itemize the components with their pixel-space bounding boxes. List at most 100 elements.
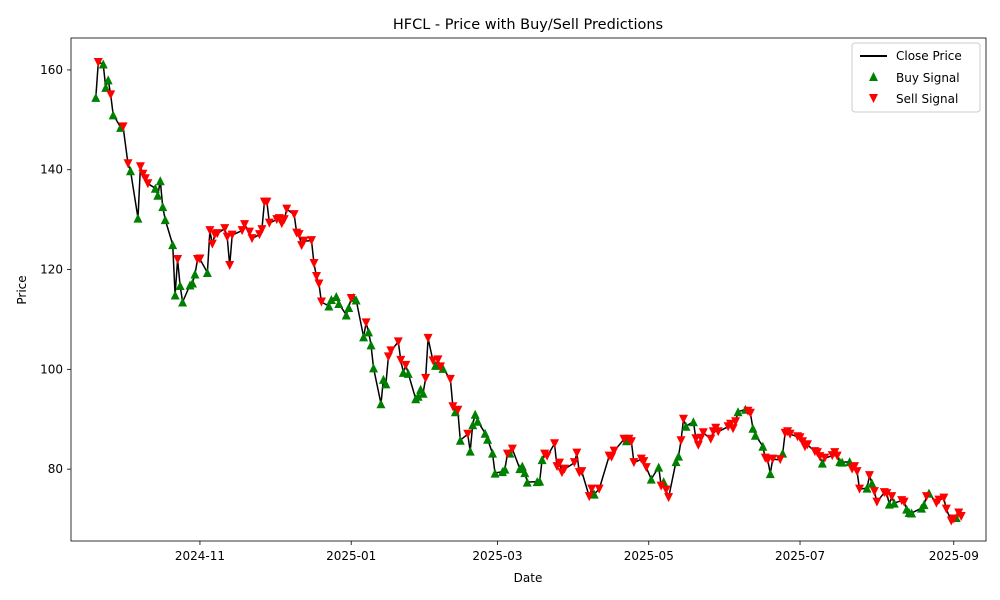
buy-signal-marker: [190, 269, 200, 279]
buy-signal-marker: [455, 435, 465, 445]
buy-signal-marker: [202, 268, 212, 278]
buy-signal-marker: [369, 363, 379, 373]
buy-signal-layer: [91, 59, 961, 523]
buy-signal-marker: [681, 421, 691, 431]
buy-signal-marker: [126, 166, 136, 176]
legend-label-buy-signal: Buy Signal: [896, 71, 960, 85]
buy-signal-marker: [376, 399, 386, 409]
y-axis: 80 100 120 140 160: [40, 63, 71, 476]
sell-signal-marker: [572, 448, 582, 458]
buy-signal-marker: [160, 215, 170, 225]
buy-signal-marker: [674, 451, 684, 461]
sell-signal-marker: [396, 355, 406, 365]
sell-signal-marker: [205, 226, 215, 236]
sell-signal-marker: [245, 227, 255, 237]
sell-signal-marker: [609, 446, 619, 456]
buy-signal-marker: [431, 360, 441, 370]
sell-signal-marker: [887, 492, 897, 502]
sell-signal-marker: [311, 272, 321, 282]
sell-signal-marker: [641, 463, 651, 473]
sell-signal-marker: [864, 471, 874, 481]
buy-signal-marker: [91, 92, 101, 102]
buy-signal-marker: [351, 295, 361, 305]
sell-signal-marker: [361, 318, 371, 328]
x-tick-label: 2025-01: [326, 549, 376, 563]
sell-signal-marker: [661, 485, 671, 495]
sell-signal-marker: [629, 458, 639, 468]
sell-signal-marker: [656, 481, 666, 491]
buy-signal-marker: [344, 302, 354, 312]
y-tick-label: 80: [48, 462, 63, 476]
buy-signal-marker: [188, 278, 198, 288]
sell-signal-marker: [956, 512, 966, 522]
sell-signal-marker: [559, 464, 569, 474]
sell-signal-marker: [921, 492, 931, 502]
buy-signal-marker: [671, 457, 681, 467]
buy-signal-marker: [490, 468, 500, 478]
sell-signal-marker: [222, 232, 232, 242]
sell-signal-marker: [713, 427, 723, 437]
sell-signal-marker: [264, 218, 274, 228]
buy-signal-marker: [150, 183, 160, 193]
sell-signal-marker: [463, 429, 473, 439]
sell-signal-marker: [135, 162, 145, 172]
buy-signal-marker: [535, 476, 545, 486]
sell-signal-marker: [852, 467, 862, 477]
sell-signal-marker: [316, 297, 326, 307]
buy-signal-marker: [334, 298, 344, 308]
buy-signal-marker: [381, 379, 391, 389]
buy-signal-marker: [366, 340, 376, 350]
sell-signal-marker: [639, 457, 649, 467]
legend-buy-marker: [869, 72, 878, 81]
sell-signal-marker: [307, 236, 317, 246]
sell-signal-marker: [678, 414, 688, 424]
sell-signal-marker: [869, 487, 879, 497]
legend: Close Price Buy Signal Sell Signal: [851, 42, 981, 113]
buy-signal-marker: [520, 468, 530, 478]
sell-signal-marker: [195, 254, 205, 264]
buy-signal-marker: [178, 297, 188, 307]
buy-signal-marker: [646, 474, 656, 484]
buy-signal-marker: [654, 462, 664, 472]
sell-signal-marker: [173, 255, 183, 265]
sell-signal-marker: [594, 484, 604, 494]
sell-signal-marker: [802, 440, 812, 450]
buy-signal-marker: [862, 483, 872, 493]
legend-entry-sell-signal: Sell Signal: [869, 92, 958, 106]
y-axis-label: Price: [15, 275, 29, 304]
sell-signal-layer: [93, 57, 966, 526]
sell-signal-marker: [554, 458, 564, 468]
buy-signal-marker: [907, 508, 917, 518]
legend-entry-buy-signal: Buy Signal: [869, 71, 960, 85]
sell-signal-marker: [220, 224, 230, 234]
buy-signal-marker: [101, 82, 111, 92]
sell-signal-marker: [346, 293, 356, 303]
x-tick-label: 2025-03: [472, 549, 522, 563]
buy-signal-marker: [170, 290, 180, 300]
sell-signal-marker: [140, 174, 150, 184]
sell-signal-marker: [542, 451, 552, 461]
sell-signal-marker: [393, 337, 403, 347]
sell-signal-marker: [207, 239, 217, 249]
sell-signal-marker: [93, 57, 103, 67]
buy-signal-marker: [867, 478, 877, 488]
buy-signal-marker: [537, 455, 547, 465]
buy-signal-marker: [413, 391, 423, 401]
sell-signal-marker: [386, 346, 396, 356]
sell-signal-marker: [664, 493, 674, 503]
sell-signal-marker: [882, 489, 892, 499]
sell-signal-marker: [123, 159, 133, 169]
sell-signal-marker: [698, 428, 708, 438]
buy-signal-marker: [688, 417, 698, 427]
sell-signal-marker: [314, 279, 324, 289]
buy-signal-marker: [589, 489, 599, 499]
buy-signal-marker: [470, 409, 480, 419]
sell-signal-marker: [775, 455, 785, 465]
sell-signal-marker: [676, 436, 686, 446]
sell-signal-marker: [299, 236, 309, 246]
y-tick-label: 140: [40, 163, 63, 177]
sell-signal-marker: [279, 215, 289, 225]
buy-signal-marker: [359, 332, 369, 342]
sell-signal-marker: [934, 495, 944, 505]
buy-signal-marker: [488, 448, 498, 458]
